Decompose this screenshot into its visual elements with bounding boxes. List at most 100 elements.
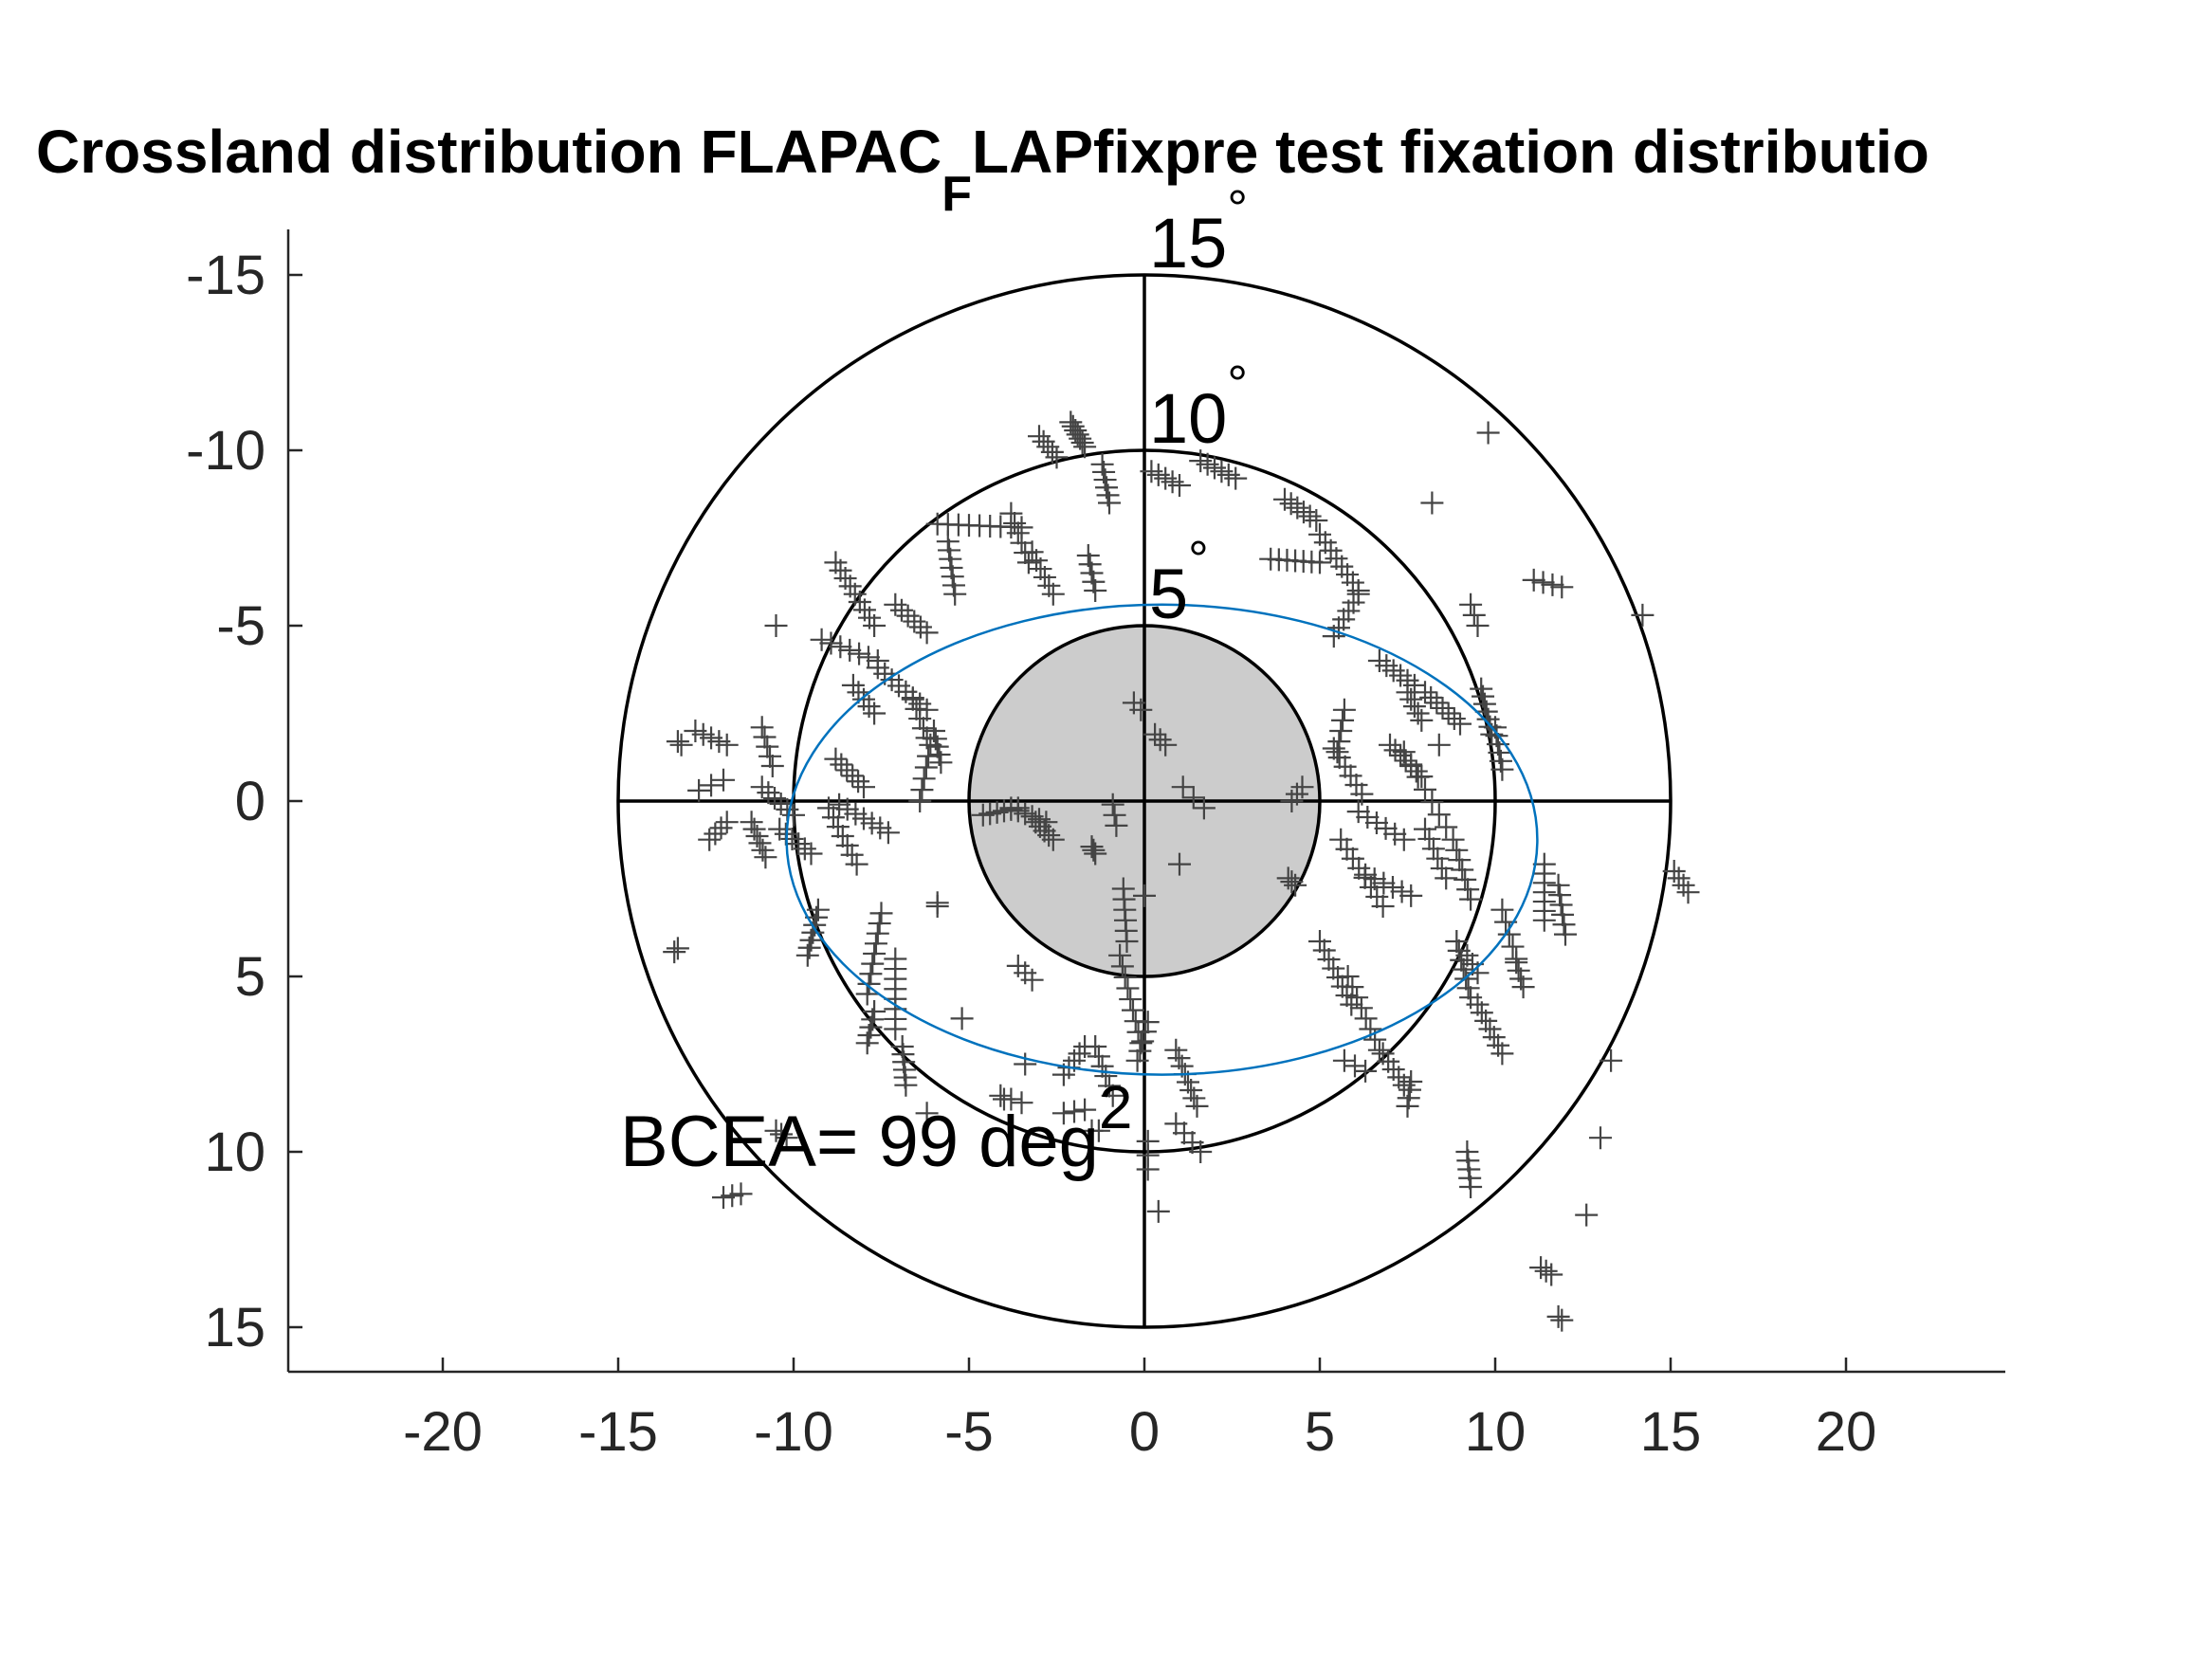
fixation-point-490 bbox=[687, 778, 711, 802]
fixation-point-370 bbox=[1451, 858, 1474, 882]
fixation-point-241 bbox=[1087, 1045, 1110, 1068]
fixation-point-491 bbox=[700, 774, 723, 797]
fixation-point-458 bbox=[1511, 975, 1535, 999]
fixation-point-431 bbox=[1344, 1054, 1366, 1078]
fixation-point-506 bbox=[1063, 1100, 1086, 1123]
fixation-point-121 bbox=[908, 707, 932, 731]
fixation-point-447 bbox=[1455, 943, 1479, 967]
ring-label-10: 10° bbox=[1149, 356, 1248, 458]
fixation-point-276 bbox=[864, 932, 887, 956]
fixation-point-326 bbox=[1350, 782, 1374, 806]
fixation-point-142 bbox=[756, 735, 779, 758]
fixation-point-420 bbox=[1367, 1038, 1391, 1062]
fixation-point-51 bbox=[999, 501, 1023, 525]
chart-title: Crossland distribution FLAPACFLAPfixpre … bbox=[36, 118, 1929, 222]
fixation-point-10 bbox=[1040, 440, 1064, 464]
fixation-point-33 bbox=[1298, 504, 1322, 528]
fixation-point-50 bbox=[943, 582, 967, 606]
fixation-point-162 bbox=[754, 846, 777, 869]
fixation-point-429 bbox=[1396, 1094, 1419, 1118]
fixation-point-416 bbox=[1349, 996, 1373, 1020]
fixation-point-390 bbox=[1442, 707, 1466, 731]
fixation-point-49 bbox=[941, 574, 965, 597]
fixation-point-235 bbox=[1136, 1011, 1160, 1034]
fixation-point-242 bbox=[1090, 1054, 1114, 1078]
fixation-point-206 bbox=[1033, 819, 1056, 843]
fixation-point-187 bbox=[715, 733, 739, 757]
fixation-point-274 bbox=[868, 912, 891, 936]
fixation-point-180 bbox=[835, 833, 859, 857]
fixation-point-346 bbox=[1399, 884, 1423, 907]
fixation-point-211 bbox=[1084, 842, 1107, 866]
fixation-point-105 bbox=[884, 592, 907, 616]
fixation-point-128 bbox=[863, 702, 887, 725]
fixation-point-166 bbox=[841, 764, 865, 788]
fixation-point-226 bbox=[1108, 943, 1132, 967]
fixation-point-498 bbox=[721, 1184, 744, 1208]
fixation-point-507 bbox=[1073, 1098, 1097, 1121]
fixation-point-110 bbox=[915, 621, 939, 645]
fixation-point-514 bbox=[1476, 421, 1500, 445]
fixation-point-229 bbox=[1116, 976, 1140, 1000]
fixation-point-273 bbox=[869, 902, 893, 925]
ring-label-5: 5° bbox=[1149, 531, 1209, 633]
y-tick-label-6: 15 bbox=[204, 1297, 265, 1358]
fixation-point-137 bbox=[912, 767, 936, 791]
y-tick-label-2: -5 bbox=[216, 595, 265, 657]
fixation-point-30 bbox=[1279, 492, 1303, 516]
fixation-point-484 bbox=[1676, 881, 1700, 904]
fixation-point-98 bbox=[810, 628, 833, 651]
fixation-point-120 bbox=[905, 697, 928, 720]
fixation-point-332 bbox=[1392, 828, 1416, 851]
fixation-point-355 bbox=[1399, 753, 1423, 776]
fixation-point-453 bbox=[1501, 935, 1525, 958]
fixation-point-289 bbox=[884, 1017, 907, 1041]
fixation-point-342 bbox=[1362, 867, 1386, 891]
fixation-point-406 bbox=[1312, 939, 1336, 962]
fixation-point-204 bbox=[1024, 811, 1048, 834]
fixation-point-526 bbox=[1168, 852, 1191, 876]
fixation-point-272 bbox=[795, 943, 819, 967]
fixation-point-245 bbox=[1101, 1084, 1124, 1107]
fixation-point-493 bbox=[663, 940, 686, 964]
fixation-point-404 bbox=[1490, 757, 1514, 781]
fixation-point-262 bbox=[1189, 1140, 1213, 1163]
fixation-point-499 bbox=[729, 1182, 753, 1206]
fixation-point-363 bbox=[1417, 827, 1441, 850]
ring-label-15: 15° bbox=[1149, 180, 1248, 283]
fixation-point-348 bbox=[1383, 738, 1407, 762]
fixation-point-29 bbox=[1273, 487, 1296, 511]
fixation-point-207 bbox=[1037, 824, 1061, 848]
x-tick-label-4: 0 bbox=[1129, 1401, 1160, 1463]
fixation-point-101 bbox=[838, 638, 862, 662]
fixation-point-505 bbox=[1051, 1102, 1075, 1125]
fixation-point-504 bbox=[925, 895, 949, 918]
fixation-point-236 bbox=[1133, 1020, 1157, 1044]
fixation-point-135 bbox=[917, 744, 941, 768]
fixation-point-318 bbox=[1329, 720, 1353, 742]
fixation-point-312 bbox=[1192, 796, 1216, 820]
fixation-point-468 bbox=[1549, 893, 1573, 917]
y-tick-label-5: 10 bbox=[204, 1121, 265, 1183]
fixation-point-230 bbox=[1119, 988, 1143, 1012]
fixation-point-330 bbox=[1374, 816, 1398, 840]
fixation-point-237 bbox=[1131, 1030, 1155, 1053]
ring-label-10-number: 10 bbox=[1149, 379, 1227, 458]
fixation-point-66 bbox=[1082, 570, 1106, 593]
fixation-point-480 bbox=[1550, 575, 1574, 599]
fixation-point-372 bbox=[1456, 878, 1480, 902]
fixation-point-178 bbox=[826, 815, 850, 839]
fixation-point-311 bbox=[1181, 786, 1205, 810]
fixation-point-520 bbox=[1146, 1199, 1170, 1223]
fixation-point-517 bbox=[1600, 1048, 1623, 1072]
fixation-point-213 bbox=[1103, 803, 1126, 827]
chart-title-subscript: F bbox=[941, 167, 972, 222]
fixation-point-417 bbox=[1354, 1007, 1378, 1030]
y-tick-label-4: 5 bbox=[235, 946, 265, 1008]
x-tick-label-5: 5 bbox=[1305, 1401, 1335, 1463]
fixation-point-122 bbox=[911, 717, 935, 740]
fixation-point-164 bbox=[830, 753, 853, 776]
x-tick-label-0: -20 bbox=[403, 1401, 483, 1463]
fixation-point-47 bbox=[940, 556, 963, 579]
fixation-point-360 bbox=[1435, 815, 1458, 839]
